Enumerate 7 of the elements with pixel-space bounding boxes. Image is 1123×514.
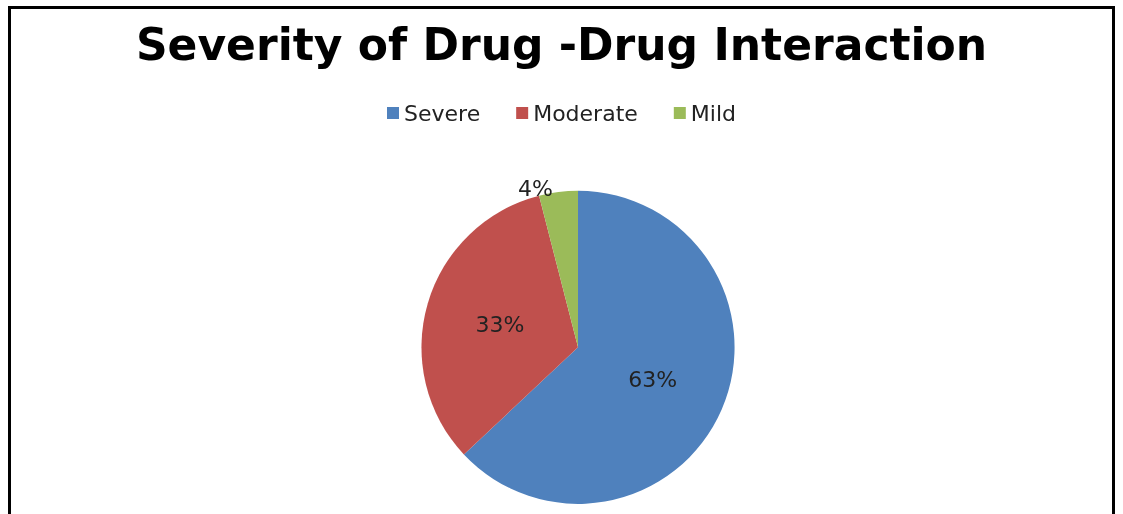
- legend-label: Moderate: [533, 100, 638, 126]
- data-label: 63%: [628, 367, 678, 393]
- legend-label: Severe: [404, 100, 481, 126]
- chart-title: Severity of Drug -Drug Interaction: [135, 18, 988, 70]
- data-label: 4%: [517, 175, 553, 201]
- data-label: 33%: [475, 312, 525, 338]
- legend-label: Mild: [690, 100, 736, 126]
